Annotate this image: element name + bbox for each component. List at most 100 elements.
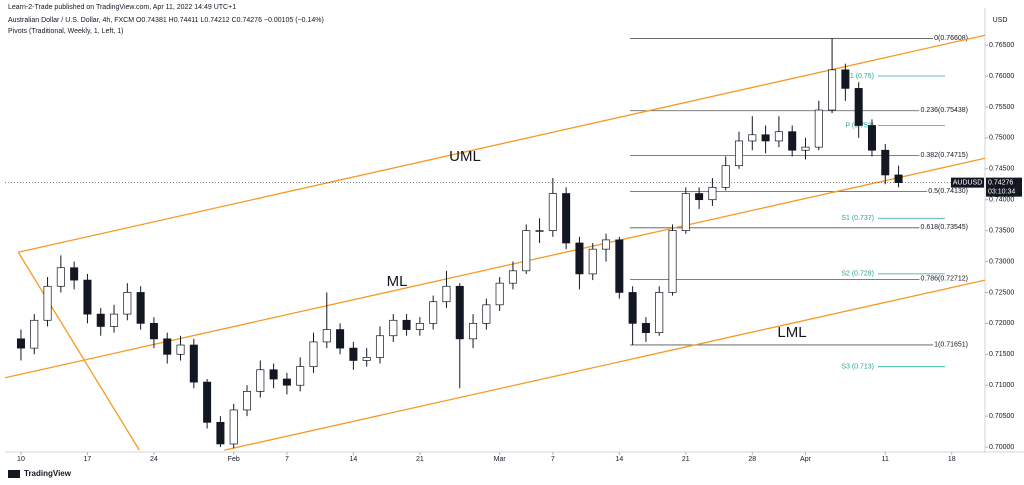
y-tick-label: 0.74500 — [989, 166, 1014, 173]
x-tick-label: 14 — [349, 456, 357, 463]
candle-body — [495, 282, 504, 306]
candle-body — [655, 292, 664, 334]
candle-body — [415, 323, 424, 330]
candle-body — [854, 88, 863, 126]
brand: TradingView — [24, 469, 72, 478]
candle-body — [389, 319, 398, 337]
candle-body — [243, 391, 252, 411]
candle-body — [788, 131, 797, 151]
candle-body — [482, 304, 491, 324]
candle-body — [801, 146, 810, 151]
candle-body — [508, 270, 517, 284]
candle-body — [588, 248, 597, 275]
fib-label: 0.5(0.74130) — [928, 188, 968, 195]
y-tick-label: 0.71000 — [989, 382, 1014, 389]
fib-label: 0.382(0.74715) — [921, 152, 968, 159]
x-tick-label: 10 — [17, 456, 25, 463]
fib-label: 0(0.76608) — [934, 35, 968, 42]
price-tag-text: 0.74276 — [988, 179, 1013, 186]
pivot-label: S2 (0.728) — [841, 271, 874, 278]
candle-body — [761, 134, 770, 142]
pivot-label: S1 (0.737) — [841, 215, 874, 222]
channel-label: LML — [777, 324, 806, 341]
y-tick-label: 0.73000 — [989, 258, 1014, 265]
pivot-label: S3 (0.713) — [841, 364, 874, 371]
plot-area: 0(0.76608) 0.236(0.75438) 0.382(0.74715) 0.… — [5, 33, 985, 451]
y-tick-label: 0.74000 — [989, 197, 1014, 204]
candle-body — [668, 230, 677, 293]
x-tick-label: 21 — [682, 456, 690, 463]
candle-body — [721, 165, 730, 188]
candle-body — [442, 285, 451, 303]
y-tick-label: 0.72000 — [989, 320, 1014, 327]
candle-body — [56, 267, 65, 287]
candle-body — [575, 242, 584, 275]
y-tick-label: 0.75000 — [989, 135, 1014, 142]
fib-label: 0.618(0.73545) — [921, 224, 968, 231]
candle-body — [867, 125, 876, 151]
candle-body — [641, 323, 650, 334]
fib-label: 0.786(0.72712) — [921, 276, 968, 283]
symbol-line: Australian Dollar / U.S. Dollar, 4h, FXC… — [8, 17, 324, 24]
candle-body — [83, 279, 92, 315]
candle-body — [734, 140, 744, 167]
candle-body — [136, 292, 145, 324]
candle-body — [402, 319, 411, 330]
countdown: 03:10:34 — [988, 188, 1015, 195]
price-tag — [986, 177, 1022, 197]
candle-body — [615, 239, 624, 293]
x-tick-label: Mar — [494, 456, 507, 463]
candle-body — [176, 344, 185, 355]
currency: USD — [993, 17, 1008, 24]
candle-body — [229, 409, 238, 445]
symbol-tag-text: AUDUSD — [953, 179, 983, 186]
candle-body — [362, 357, 371, 361]
candle-body — [602, 239, 611, 250]
candle-body — [256, 369, 265, 392]
candle-body — [881, 149, 890, 176]
y-tick-label: 0.75500 — [989, 104, 1014, 111]
fib-label: 0.236(0.75438) — [921, 107, 968, 114]
channel-line — [17, 251, 140, 451]
candle-body — [296, 366, 305, 386]
symbol-tag — [951, 177, 984, 188]
candle-body — [628, 292, 637, 324]
y-tick-label: 0.71500 — [989, 351, 1014, 358]
candle-body — [522, 230, 531, 272]
candle-body — [469, 323, 478, 340]
candle-body — [375, 335, 384, 358]
candle-body — [429, 301, 438, 324]
candle-body — [814, 109, 823, 148]
y-tick-label: 0.70000 — [989, 444, 1014, 451]
y-tick-label: 0.73500 — [989, 227, 1014, 234]
candle-body — [548, 193, 557, 231]
y-tick-label: 0.72500 — [989, 289, 1014, 296]
candle-body — [336, 329, 345, 349]
x-tick-label: 18 — [948, 456, 956, 463]
candle-body — [309, 341, 318, 368]
candle-body — [708, 186, 717, 201]
publisher: Learn-2-Trade published on TradingView.c… — [8, 4, 236, 11]
candle-body — [189, 344, 198, 383]
candle-body — [562, 193, 571, 244]
candle-body — [43, 285, 52, 321]
indicator: Pivots (Traditional, Weekly, 1, Left, 1) — [8, 28, 123, 35]
candle-body — [110, 313, 119, 327]
candle-body — [774, 131, 783, 142]
candle-body — [149, 323, 158, 340]
channel-line — [224, 279, 985, 451]
candle-body — [216, 421, 225, 445]
candle-body — [748, 134, 757, 142]
candle-body — [70, 267, 79, 281]
y-tick-label: 0.70500 — [989, 413, 1014, 420]
candle-body — [828, 69, 837, 111]
y-tick-label: 0.76000 — [989, 73, 1014, 80]
candle-body — [535, 230, 544, 232]
channel-label: UML — [449, 148, 481, 165]
candle-body — [841, 69, 850, 89]
candle-body — [681, 193, 690, 231]
x-tick-label: Feb — [228, 456, 240, 463]
x-tick-label: 11 — [882, 456, 889, 463]
candle-body — [269, 369, 278, 380]
